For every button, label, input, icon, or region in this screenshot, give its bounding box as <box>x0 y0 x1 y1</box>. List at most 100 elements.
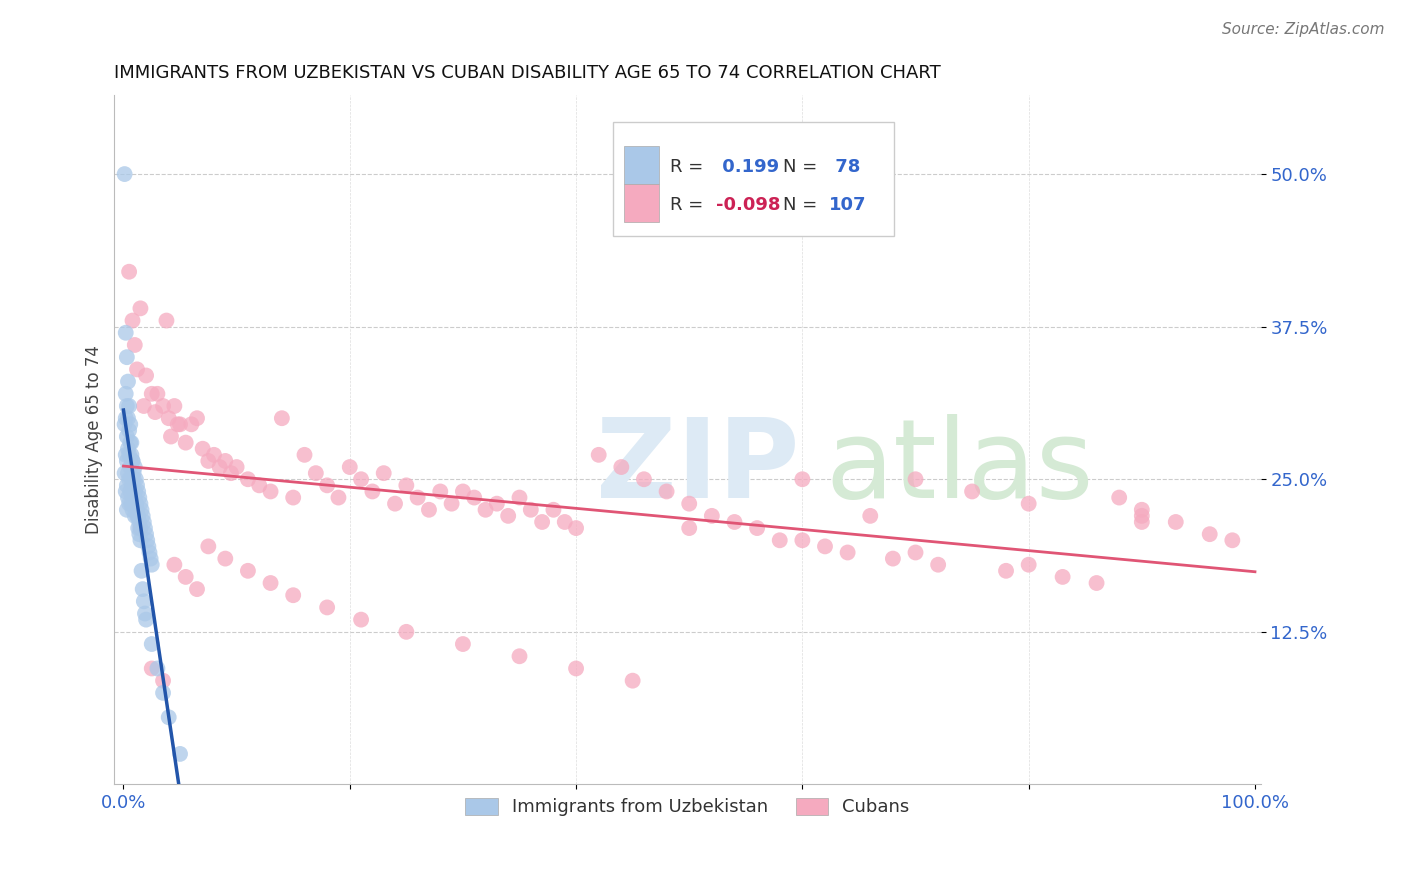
Point <box>135 613 157 627</box>
Point <box>837 545 859 559</box>
Point <box>610 460 633 475</box>
Point <box>339 460 361 475</box>
Point <box>202 448 225 462</box>
Point <box>128 527 150 541</box>
Point <box>125 497 148 511</box>
Point <box>118 424 141 438</box>
Point <box>121 502 143 516</box>
Point <box>120 435 142 450</box>
Point <box>814 540 837 554</box>
Point <box>120 448 142 462</box>
Point <box>904 545 927 559</box>
Point <box>155 313 177 327</box>
Point <box>1220 533 1243 548</box>
Point <box>395 624 418 639</box>
Point <box>121 454 143 468</box>
Point <box>169 747 191 761</box>
Point <box>554 515 576 529</box>
Point <box>135 527 157 541</box>
Point <box>143 405 166 419</box>
Point <box>395 478 418 492</box>
Point <box>122 466 145 480</box>
Point <box>115 478 138 492</box>
Point <box>406 491 429 505</box>
Point <box>180 417 202 432</box>
Point <box>131 564 153 578</box>
FancyBboxPatch shape <box>624 146 659 185</box>
Point <box>219 466 242 480</box>
Point <box>121 313 143 327</box>
Point <box>174 435 197 450</box>
Point <box>129 301 152 316</box>
Point <box>120 484 142 499</box>
Point <box>496 508 519 523</box>
Point <box>125 472 148 486</box>
Point <box>120 435 142 450</box>
Text: ZIP: ZIP <box>596 414 799 521</box>
Point <box>174 570 197 584</box>
Point <box>882 551 904 566</box>
Point <box>792 533 814 548</box>
Point <box>305 466 328 480</box>
Point <box>122 491 145 505</box>
Point <box>373 466 395 480</box>
Point <box>186 411 208 425</box>
Point <box>1085 576 1108 591</box>
Point <box>139 551 162 566</box>
Point <box>129 497 152 511</box>
Point <box>655 484 678 499</box>
Point <box>136 533 159 548</box>
Point <box>316 600 339 615</box>
Point <box>152 399 174 413</box>
Point <box>283 588 305 602</box>
Point <box>157 710 180 724</box>
Point <box>294 448 316 462</box>
Point <box>508 491 530 505</box>
Point <box>115 429 138 443</box>
Point <box>124 508 146 523</box>
Point <box>904 472 927 486</box>
Point <box>131 508 153 523</box>
Point <box>134 607 156 621</box>
Point <box>995 564 1018 578</box>
Point <box>132 594 155 608</box>
Text: 107: 107 <box>828 196 866 214</box>
Point <box>1130 508 1153 523</box>
Point <box>316 478 339 492</box>
Point <box>152 673 174 688</box>
Point <box>197 454 219 468</box>
Point <box>418 502 440 516</box>
Point <box>115 454 138 468</box>
Point <box>440 497 463 511</box>
Point <box>186 582 208 596</box>
Point <box>157 411 180 425</box>
Point <box>1198 527 1220 541</box>
Point <box>125 478 148 492</box>
Y-axis label: Disability Age 65 to 74: Disability Age 65 to 74 <box>86 345 103 534</box>
Point <box>124 484 146 499</box>
Point <box>121 454 143 468</box>
Point <box>131 582 153 596</box>
Point <box>124 338 146 352</box>
Point <box>129 521 152 535</box>
Point <box>114 417 136 432</box>
Point <box>125 502 148 516</box>
Point <box>678 521 700 535</box>
Point <box>120 417 142 432</box>
Point <box>259 576 281 591</box>
Point <box>565 521 588 535</box>
Point <box>125 497 148 511</box>
Point <box>259 484 281 499</box>
Point <box>723 515 745 529</box>
Point <box>115 502 138 516</box>
Point <box>129 533 152 548</box>
Point <box>163 558 186 572</box>
Point <box>163 399 186 413</box>
Point <box>451 637 474 651</box>
Point <box>127 521 149 535</box>
Point <box>125 508 148 523</box>
Point <box>117 491 139 505</box>
Point <box>543 502 565 516</box>
Point <box>1108 491 1130 505</box>
Point <box>122 472 145 486</box>
